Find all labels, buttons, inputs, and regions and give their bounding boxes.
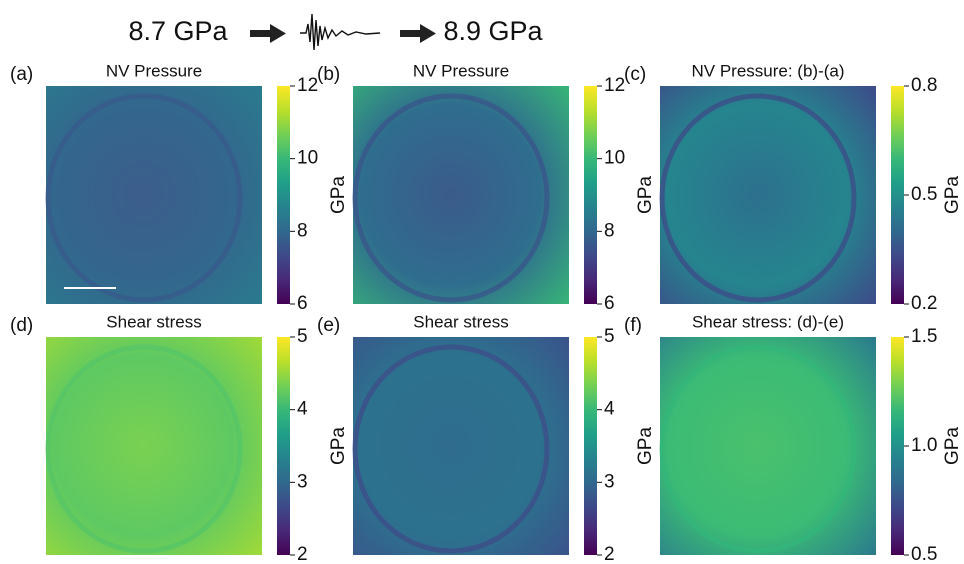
panel: (d) Shear stress 2 3 4 5 GPa [10,312,349,564]
colorbar-label: GPa [635,427,656,465]
colorbar [584,337,597,555]
colorbar-tick-label: 12 [604,75,625,96]
panel-label: (d) [10,315,33,336]
colorbar-label: GPa [635,176,656,214]
colorbar-tick-label: 6 [604,293,615,314]
header-before: 8.7 GPa [128,16,228,46]
panel-label: (e) [317,315,340,336]
panel: (e) Shear stress 2 3 4 5 GPa [317,312,656,564]
colorbar [277,337,290,555]
header-after: 8.9 GPa [443,16,543,46]
colorbar-tick-label: 4 [604,399,615,420]
sample-outline [659,344,857,554]
colorbar-tick-label: 0.2 [911,293,937,314]
colorbar-tick-label: 4 [297,399,308,420]
panel-title: NV Pressure [106,61,202,80]
colorbar-tick-label: 3 [297,471,308,492]
sample-outline [352,93,550,303]
colorbar [891,86,904,304]
sample-outline [659,93,857,303]
panel: (b) NV Pressure 6 8 10 12 GPa [317,61,656,314]
colorbar-label: GPa [328,176,349,214]
colorbar-tick-label: 0.8 [911,75,937,96]
colorbar-tick-label: 3 [604,471,615,492]
panel: (c) NV Pressure: (b)-(a) 0.2 0.5 0.8 GPa [624,61,963,314]
colorbar [891,337,904,555]
colorbar-tick-label: 8 [297,220,308,241]
arrow [250,24,286,43]
colorbar [277,86,290,304]
panel-title: Shear stress [413,312,508,331]
colorbar-tick-label: 12 [297,75,318,96]
panel-title: Shear stress: (d)-(e) [692,312,844,331]
arrow [400,24,436,43]
sample-outline [45,93,243,303]
sample-outline [352,344,550,554]
colorbar-tick-label: 10 [604,148,625,169]
colorbar-tick-label: 0.5 [911,544,937,564]
colorbar-tick-label: 1.0 [911,435,937,456]
panel-label: (c) [624,64,646,85]
colorbar-label: GPa [942,427,963,465]
panel-label: (a) [10,64,33,85]
panel-label: (f) [624,315,642,336]
panel-title: NV Pressure [413,61,509,80]
waveform-icon [300,13,381,51]
panel-label: (b) [317,64,340,85]
colorbar-label: GPa [942,176,963,214]
colorbar-tick-label: 10 [297,148,318,169]
panel-title: Shear stress [106,312,201,331]
colorbar-tick-label: 2 [297,544,308,564]
colorbar [584,86,597,304]
colorbar-tick-label: 0.5 [911,184,937,205]
panel: (f) Shear stress: (d)-(e) 0.5 1.0 1.5 GPa [624,312,963,564]
panel: (a) NV Pressure 6 8 10 12 GPa [10,61,349,314]
colorbar-label: GPa [328,427,349,465]
colorbar-tick-label: 5 [604,326,615,347]
colorbar-tick-label: 8 [604,220,615,241]
colorbar-tick-label: 5 [297,326,308,347]
colorbar-tick-label: 2 [604,544,615,564]
colorbar-tick-label: 1.5 [911,326,937,347]
panel-title: NV Pressure: (b)-(a) [691,61,844,80]
colorbar-tick-label: 6 [297,293,308,314]
sample-outline [45,344,243,554]
